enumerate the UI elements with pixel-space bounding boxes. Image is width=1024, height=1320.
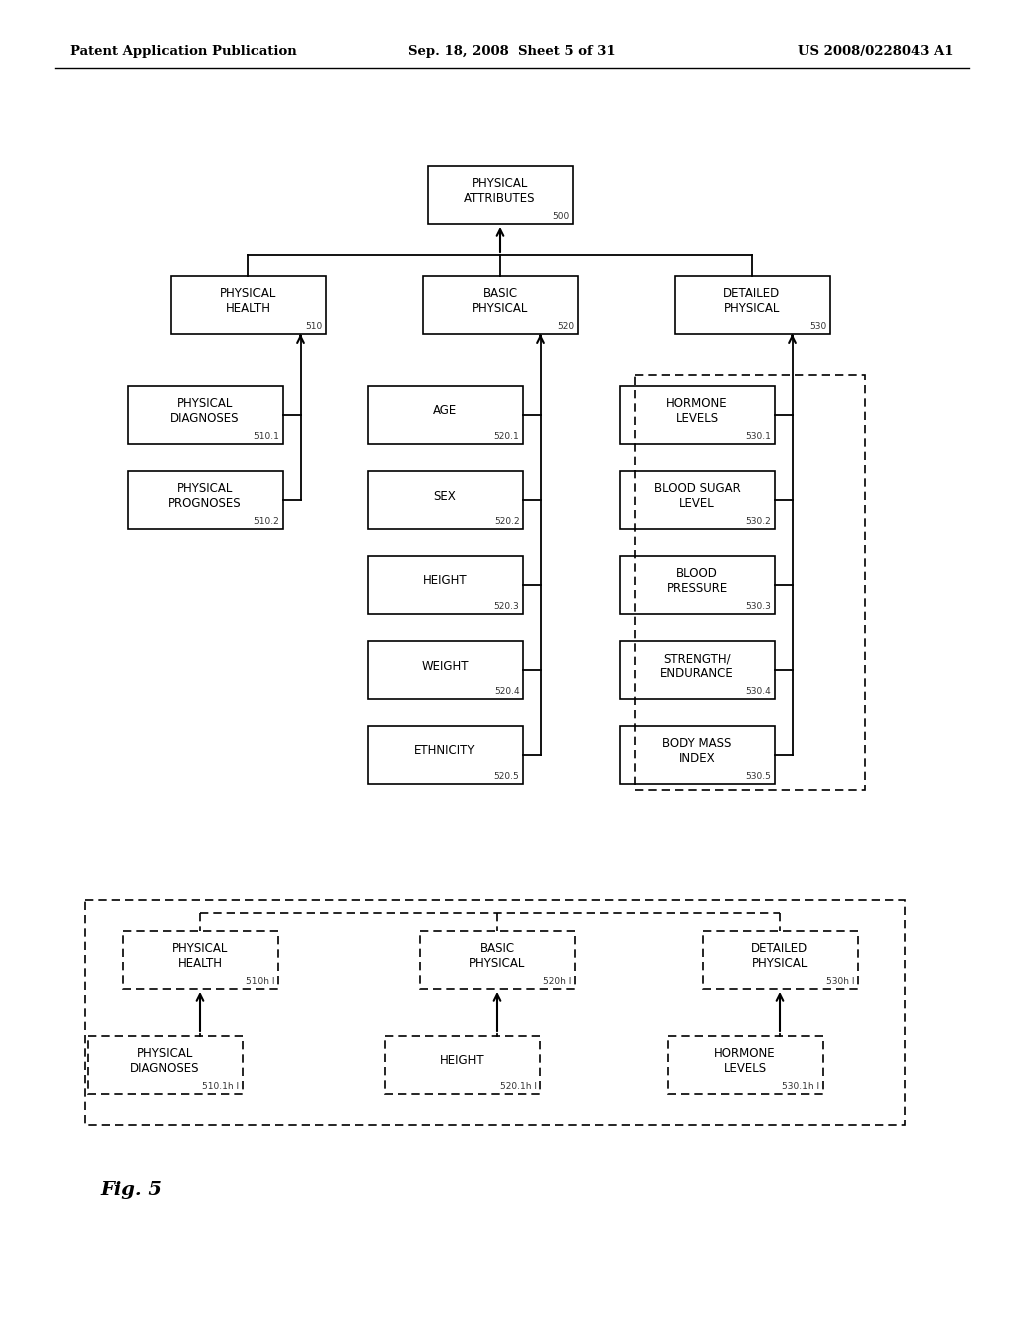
Bar <box>635 375 865 789</box>
Text: 520.4: 520.4 <box>494 686 519 696</box>
Text: HORMONE
LEVELS: HORMONE LEVELS <box>667 397 728 425</box>
Text: BASIC
PHYSICAL: BASIC PHYSICAL <box>469 942 525 970</box>
Bar <box>384 1036 540 1094</box>
Bar <box>123 931 278 989</box>
Text: 530.3: 530.3 <box>745 602 771 611</box>
Text: BASIC
PHYSICAL: BASIC PHYSICAL <box>472 286 528 315</box>
Text: ETHNICITY: ETHNICITY <box>415 744 476 758</box>
Text: 520.1: 520.1 <box>494 432 519 441</box>
Text: 520.5: 520.5 <box>494 772 519 781</box>
Text: AGE: AGE <box>433 404 457 417</box>
Text: 530: 530 <box>809 322 826 331</box>
Text: 510: 510 <box>305 322 323 331</box>
Text: PHYSICAL
HEALTH: PHYSICAL HEALTH <box>172 942 228 970</box>
Text: DETAILED
PHYSICAL: DETAILED PHYSICAL <box>723 286 780 315</box>
Bar <box>85 900 905 1125</box>
Bar <box>420 931 574 989</box>
Text: 510h l: 510h l <box>246 977 274 986</box>
Text: 530.5: 530.5 <box>745 772 771 781</box>
Bar <box>368 726 522 784</box>
Bar <box>423 276 578 334</box>
Bar <box>87 1036 243 1094</box>
Bar <box>620 556 774 614</box>
Text: 510.2: 510.2 <box>254 517 280 525</box>
Text: BLOOD
PRESSURE: BLOOD PRESSURE <box>667 568 728 595</box>
Text: SEX: SEX <box>433 490 457 503</box>
Text: PHYSICAL
ATTRIBUTES: PHYSICAL ATTRIBUTES <box>464 177 536 205</box>
Text: Fig. 5: Fig. 5 <box>100 1181 162 1199</box>
Text: 520: 520 <box>557 322 574 331</box>
Bar <box>620 642 774 700</box>
Bar <box>668 1036 822 1094</box>
Bar <box>128 471 283 529</box>
Text: 520h l: 520h l <box>543 977 571 986</box>
Text: Sep. 18, 2008  Sheet 5 of 31: Sep. 18, 2008 Sheet 5 of 31 <box>409 45 615 58</box>
Text: 530.1: 530.1 <box>745 432 771 441</box>
Bar <box>368 556 522 614</box>
Text: 520.3: 520.3 <box>494 602 519 611</box>
Bar <box>620 385 774 444</box>
Bar <box>171 276 326 334</box>
Text: DETAILED
PHYSICAL: DETAILED PHYSICAL <box>752 942 809 970</box>
Bar <box>368 642 522 700</box>
Bar <box>620 471 774 529</box>
Bar <box>620 726 774 784</box>
Text: 530.4: 530.4 <box>745 686 771 696</box>
Text: 530.2: 530.2 <box>745 517 771 525</box>
Text: PHYSICAL
DIAGNOSES: PHYSICAL DIAGNOSES <box>170 397 240 425</box>
Bar <box>675 276 829 334</box>
Text: WEIGHT: WEIGHT <box>421 660 469 672</box>
Bar <box>368 385 522 444</box>
Text: 530.1h l: 530.1h l <box>782 1082 819 1092</box>
Text: Patent Application Publication: Patent Application Publication <box>70 45 297 58</box>
Text: US 2008/0228043 A1: US 2008/0228043 A1 <box>799 45 954 58</box>
Bar <box>427 166 572 224</box>
Text: 510.1h l: 510.1h l <box>203 1082 240 1092</box>
Text: PHYSICAL
DIAGNOSES: PHYSICAL DIAGNOSES <box>130 1047 200 1074</box>
Bar <box>702 931 857 989</box>
Text: HEIGHT: HEIGHT <box>423 574 467 587</box>
Text: BODY MASS
INDEX: BODY MASS INDEX <box>663 737 732 766</box>
Text: STRENGTH/
ENDURANCE: STRENGTH/ ENDURANCE <box>660 652 734 680</box>
Text: PHYSICAL
HEALTH: PHYSICAL HEALTH <box>220 286 276 315</box>
Text: 530h l: 530h l <box>826 977 854 986</box>
Text: 510.1: 510.1 <box>254 432 280 441</box>
Text: BLOOD SUGAR
LEVEL: BLOOD SUGAR LEVEL <box>653 482 740 510</box>
Text: 520.1h l: 520.1h l <box>500 1082 537 1092</box>
Bar <box>368 471 522 529</box>
Text: 520.2: 520.2 <box>494 517 519 525</box>
Text: HEIGHT: HEIGHT <box>439 1055 484 1068</box>
Text: HORMONE
LEVELS: HORMONE LEVELS <box>714 1047 776 1074</box>
Text: PHYSICAL
PROGNOSES: PHYSICAL PROGNOSES <box>168 482 242 510</box>
Bar <box>128 385 283 444</box>
Text: 500: 500 <box>552 213 569 220</box>
